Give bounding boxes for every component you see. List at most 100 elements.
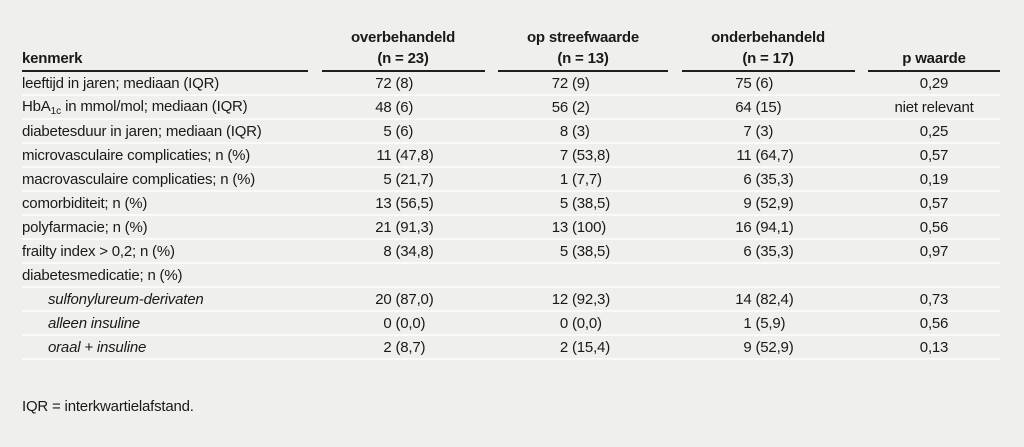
col-header-n23: (n = 23)	[321, 48, 485, 72]
row-label: HbA1c in mmol/mol; mediaan (IQR)	[22, 98, 308, 117]
value-op-streefwaarde: 0 (0,0)	[498, 315, 668, 332]
value-paren: (8,7)	[395, 338, 426, 356]
label-subscript: 1c	[50, 105, 62, 117]
col-header-overbehandeld: overbehandeld	[350, 28, 456, 46]
row-label: alleen insuline	[48, 314, 141, 332]
table-row: HbA1c in mmol/mol; mediaan (IQR) 48 (6) 5…	[22, 96, 1000, 120]
value-n: 5	[383, 122, 392, 140]
value-paren: (64,7)	[755, 146, 794, 164]
label-pre: HbA	[22, 97, 51, 115]
value-onderbehandeld: 6 (35,3)	[682, 243, 855, 260]
value-onderbehandeld: 14 (82,4)	[682, 291, 855, 308]
value-n: 1	[559, 170, 568, 188]
value-paren: (91,3)	[395, 218, 434, 236]
value-onderbehandeld: 75 (6)	[682, 75, 855, 92]
value-paren: (5,9)	[755, 314, 786, 332]
value-n: 72	[375, 74, 392, 92]
value-n: 21	[375, 218, 392, 236]
value-op-streefwaarde: 7 (53,8)	[498, 147, 668, 164]
table-row: oraal + insuline 2 (8,7) 2 (15,4) 9 (52,9) …	[22, 336, 1000, 360]
value-paren: (94,1)	[755, 218, 794, 236]
value-paren: (47,8)	[395, 146, 434, 164]
value-paren: (3)	[572, 122, 590, 140]
value-n: 75	[735, 74, 752, 92]
value-onderbehandeld: 64 (15)	[682, 99, 855, 116]
value-n: 13	[375, 194, 392, 212]
value-p: 0,56	[919, 218, 949, 236]
value-paren: (3)	[755, 122, 774, 140]
value-n: 0	[383, 314, 392, 332]
value-paren: (2)	[572, 98, 590, 116]
value-n: 8	[383, 242, 392, 260]
value-n: 7	[559, 146, 568, 164]
col-header-onderbehandeld: onderbehandeld	[711, 28, 825, 46]
value-paren: (52,9)	[755, 194, 794, 212]
table-header-line2: kenmerk (n = 23) (n = 13) (n = 17) p waa…	[22, 48, 1000, 72]
value-paren: (15)	[755, 98, 782, 116]
col-header-n17: (n = 17)	[681, 48, 855, 72]
label-post: in mmol/mol; mediaan (IQR)	[61, 97, 248, 115]
value-overbehandeld: 20 (87,0)	[322, 291, 485, 308]
row-label: polyfarmacie; n (%)	[22, 218, 148, 236]
value-overbehandeld: 5 (21,7)	[322, 171, 485, 188]
table-row: diabetesduur in jaren; mediaan (IQR) 5 (6…	[22, 120, 1000, 144]
value-paren: (15,4)	[572, 338, 610, 356]
value-overbehandeld: 72 (8)	[322, 75, 485, 92]
table-row: comorbiditeit; n (%) 13 (56,5) 5 (38,5) 9(…	[22, 192, 1000, 216]
value-overbehandeld: 21 (91,3)	[322, 219, 485, 236]
table-row: microvasculaire complicaties; n (%) 11 (4…	[22, 144, 1000, 168]
row-label: diabetesmedicatie; n (%)	[22, 266, 183, 284]
value-paren: (9)	[572, 74, 590, 92]
characteristics-table: overbehandeld op streefwaarde onderbehan…	[22, 26, 1000, 360]
value-onderbehandeld: 1 (5,9)	[682, 315, 855, 332]
value-p: 0,57	[919, 146, 949, 164]
value-overbehandeld: 8 (34,8)	[322, 243, 485, 260]
value-n: 8	[559, 122, 568, 140]
value-paren: (6)	[395, 122, 414, 140]
table-row: macrovasculaire complicaties; n (%) 5 (21…	[22, 168, 1000, 192]
value-n: 13	[551, 218, 568, 236]
row-label: sulfonylureum-derivaten	[48, 290, 204, 308]
table-header-line1: overbehandeld op streefwaarde onderbehan…	[22, 26, 1000, 48]
row-label: diabetesduur in jaren; mediaan (IQR)	[22, 122, 262, 140]
value-p: 0,56	[919, 314, 949, 332]
value-op-streefwaarde: 13 (100)	[498, 219, 668, 236]
table-row: alleen insuline 0 (0,0) 0 (0,0) 1 (5,9) 0,5…	[22, 312, 1000, 336]
value-p: 0,97	[919, 242, 949, 260]
value-n: 7	[743, 122, 752, 140]
value-onderbehandeld: 9 (52,9)	[682, 195, 855, 212]
table-row: frailty index > 0,2; n (%) 8 (34,8) 5 (38,…	[22, 240, 1000, 264]
value-n: 12	[551, 290, 568, 308]
value-n: 20	[375, 290, 392, 308]
value-n: 14	[735, 290, 752, 308]
value-n: 2	[559, 338, 568, 356]
value-paren: (92,3)	[572, 290, 610, 308]
value-n: 6	[743, 170, 752, 188]
value-onderbehandeld: 9 (52,9)	[682, 339, 855, 356]
value-onderbehandeld: 16 (94,1)	[682, 219, 855, 236]
row-label: macrovasculaire complicaties; n (%)	[22, 170, 256, 188]
value-n: 16	[735, 218, 752, 236]
value-n: 5	[559, 242, 568, 260]
value-n: 0	[559, 314, 568, 332]
value-overbehandeld: 2 (8,7)	[322, 339, 485, 356]
row-label: comorbiditeit; n (%)	[22, 194, 148, 212]
value-op-streefwaarde: 1 (7,7)	[498, 171, 668, 188]
value-paren: (53,8)	[572, 146, 610, 164]
value-paren: (21,7)	[395, 170, 434, 188]
value-paren: (34,8)	[395, 242, 434, 260]
row-label: oraal + insuline	[48, 338, 147, 356]
value-n: 48	[375, 98, 392, 116]
value-paren: (56,5)	[395, 194, 434, 212]
value-paren: (52,9)	[755, 338, 794, 356]
table-footnote: IQR = interkwartielafstand.	[22, 398, 194, 415]
value-n: 1	[743, 314, 752, 332]
value-paren: (0,0)	[395, 314, 426, 332]
col-header-n13: (n = 13)	[498, 48, 668, 72]
value-op-streefwaarde: 5 (38,5)	[498, 243, 668, 260]
value-p: 0,19	[919, 170, 949, 188]
value-p: 0,73	[919, 290, 949, 308]
value-p: 0,57	[919, 194, 949, 212]
value-overbehandeld: 5 (6)	[322, 123, 485, 140]
row-label: microvasculaire complicaties; n (%)	[22, 146, 251, 164]
